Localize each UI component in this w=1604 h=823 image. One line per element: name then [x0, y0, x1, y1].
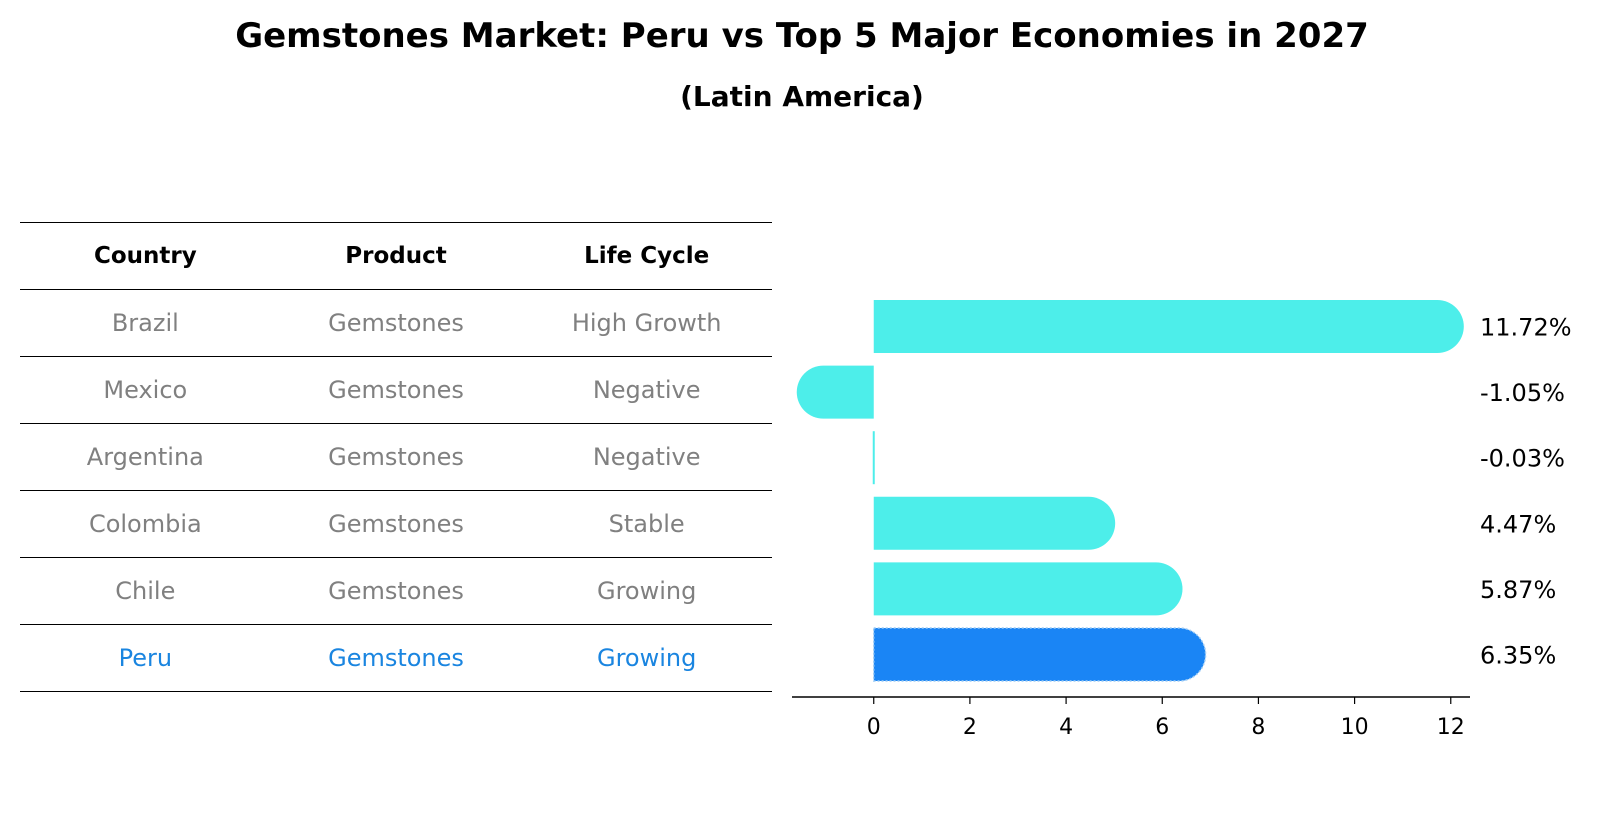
- data-label: 4.47%: [1480, 510, 1556, 538]
- cell-product: Gemstones: [328, 443, 464, 471]
- bar-colombia: [873, 496, 1116, 550]
- cell-country: Chile: [115, 577, 176, 605]
- chart-subtitle: (Latin America): [680, 80, 924, 113]
- cell-life-cycle: High Growth: [571, 309, 722, 337]
- cell-product: Gemstones: [328, 644, 464, 672]
- table-header-row: Country Product Life Cycle: [20, 222, 772, 289]
- table-row: Argentina Gemstones Negative: [20, 423, 772, 490]
- cell-life-cycle: Negative: [592, 443, 701, 471]
- data-label: 5.87%: [1480, 576, 1556, 604]
- cell-life-cycle: Negative: [592, 376, 701, 404]
- header-life-cycle: Life Cycle: [584, 243, 710, 269]
- table-row: Colombia Gemstones Stable: [20, 490, 772, 557]
- data-label: 6.35%: [1480, 642, 1556, 670]
- table-row-highlighted: Peru Gemstones Growing: [20, 624, 772, 692]
- cell-country: Peru: [118, 644, 173, 672]
- cell-country: Brazil: [111, 309, 179, 337]
- table-row: Mexico Gemstones Negative: [20, 356, 772, 423]
- x-tick-label: 2: [963, 715, 977, 740]
- data-label: 11.72%: [1480, 314, 1572, 342]
- cell-country: Colombia: [88, 510, 202, 538]
- life-cycle-table: Country Product Life Cycle Brazil Gemsto…: [20, 222, 772, 692]
- header-product: Product: [345, 243, 447, 269]
- x-tick-label: 4: [1059, 715, 1073, 740]
- data-label: -0.03%: [1480, 445, 1565, 473]
- x-tick-label: 10: [1341, 715, 1369, 740]
- bar-peru: [872, 627, 1207, 682]
- bar-argentina: [872, 431, 875, 485]
- x-tick-label: 8: [1251, 715, 1265, 740]
- cell-product: Gemstones: [328, 510, 464, 538]
- cell-life-cycle: Stable: [608, 510, 685, 538]
- cell-product: Gemstones: [328, 309, 464, 337]
- bar-mexico: [796, 365, 874, 419]
- bar-chile: [873, 562, 1183, 616]
- header-country: Country: [93, 243, 197, 269]
- chart-title: Gemstones Market: Peru vs Top 5 Major Ec…: [235, 16, 1369, 56]
- cell-product: Gemstones: [328, 577, 464, 605]
- cell-country: Argentina: [86, 443, 204, 471]
- x-tick-label: 0: [867, 715, 881, 740]
- table-row: Brazil Gemstones High Growth: [20, 289, 772, 356]
- table-row: Chile Gemstones Growing: [20, 557, 772, 624]
- cell-life-cycle: Growing: [596, 644, 697, 672]
- cell-life-cycle: Growing: [596, 577, 697, 605]
- cell-country: Mexico: [103, 376, 188, 404]
- x-tick-label: 12: [1437, 715, 1465, 740]
- bar-brazil: [873, 300, 1464, 353]
- data-label: -1.05%: [1480, 379, 1565, 407]
- x-tick-label: 6: [1155, 715, 1169, 740]
- cell-product: Gemstones: [328, 376, 464, 404]
